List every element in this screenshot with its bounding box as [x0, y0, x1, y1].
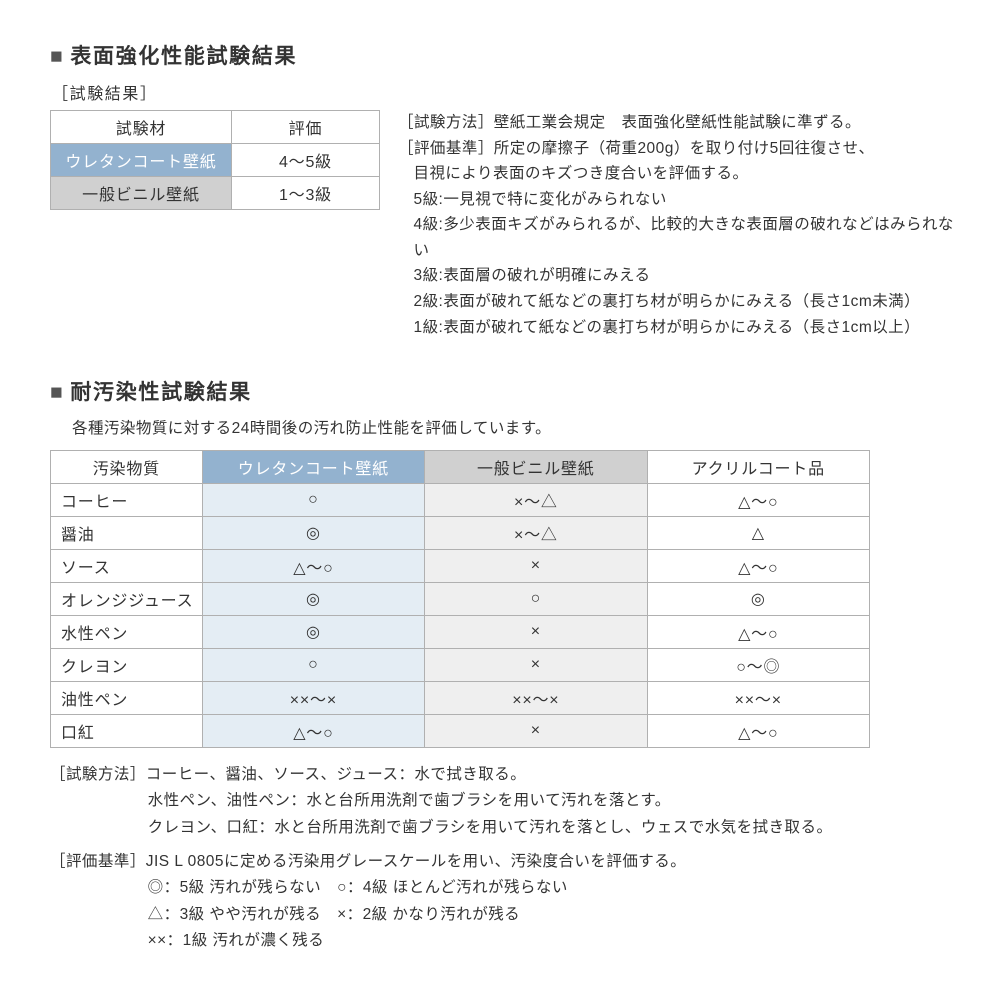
section2-title-text: 耐汚染性試験結果 [70, 381, 251, 404]
table-row: 油性ペン××〜×××〜×××〜× [51, 682, 870, 715]
square-bullet-icon: ■ [50, 381, 64, 404]
row-value: 1〜3級 [231, 177, 379, 210]
section1-title: ■ 表面強化性能試験結果 [50, 40, 960, 70]
cell-urethane: ○ [202, 649, 424, 682]
table-row: ウレタンコート壁紙 4〜5級 [51, 144, 380, 177]
row-label-vinyl: 一般ビニル壁紙 [51, 177, 232, 210]
section1-method-block: ［試験方法］壁紙工業会規定 表面強化壁紙性能試験に準ずる。 ［評価基準］所定の摩… [398, 110, 960, 340]
criteria-note-4: ××：1級 汚れが濃く残る [50, 928, 960, 954]
table-row: 口紅△〜○×△〜○ [51, 715, 870, 748]
row-label: 水性ペン [51, 616, 203, 649]
grade-5: 5級:一見視で特に変化がみられない [398, 187, 667, 213]
cell-urethane: △〜○ [202, 715, 424, 748]
cell-acrylic: ○〜◎ [647, 649, 869, 682]
cell-urethane: ××〜× [202, 682, 424, 715]
row-label: ソース [51, 550, 203, 583]
cell-acrylic: ××〜× [647, 682, 869, 715]
row-label: クレヨン [51, 649, 203, 682]
section2-subtitle: 各種汚染物質に対する24時間後の汚れ防止性能を評価しています。 [72, 416, 960, 438]
section1-title-text: 表面強化性能試験結果 [70, 45, 297, 68]
criteria-note-2: ◎：5級 汚れが残らない ○：4級 ほとんど汚れが残らない [50, 875, 960, 901]
section1-sub-label: ［試験結果］ [52, 80, 960, 104]
row-label: 油性ペン [51, 682, 203, 715]
col-header-urethane: ウレタンコート壁紙 [202, 451, 424, 484]
method-note-1: ［試験方法］コーヒー、醤油、ソース、ジュース：水で拭き取る。 [50, 762, 960, 788]
table-row: 一般ビニル壁紙 1〜3級 [51, 177, 380, 210]
table-header-row: 汚染物質 ウレタンコート壁紙 一般ビニル壁紙 アクリルコート品 [51, 451, 870, 484]
cell-vinyl: ×〜△ [425, 517, 647, 550]
row-label: コーヒー [51, 484, 203, 517]
table-row: クレヨン○×○〜◎ [51, 649, 870, 682]
grade-4: 4級:多少表面キズがみられるが、比較的大きな表面層の破れなどはみられない [398, 212, 960, 263]
section1-content-row: 試験材 評価 ウレタンコート壁紙 4〜5級 一般ビニル壁紙 1〜3級 ［試験方法… [50, 110, 960, 340]
cell-vinyl: ○ [425, 583, 647, 616]
method-note-3: クレヨン、口紅：水と台所用洗剤で歯ブラシを用いて汚れを落とし、ウェスで水気を拭き… [50, 815, 960, 841]
grade-3: 3級:表面層の破れが明確にみえる [398, 263, 650, 289]
table-row: ソース△〜○×△〜○ [51, 550, 870, 583]
cell-vinyl: ××〜× [425, 682, 647, 715]
cell-urethane: ◎ [202, 517, 424, 550]
col-header-acrylic: アクリルコート品 [647, 451, 869, 484]
row-label: 醤油 [51, 517, 203, 550]
col-header-material: 試験材 [51, 111, 232, 144]
cell-vinyl: × [425, 616, 647, 649]
table-row: コーヒー○×〜△△〜○ [51, 484, 870, 517]
cell-acrylic: △〜○ [647, 715, 869, 748]
table-header-row: 試験材 評価 [51, 111, 380, 144]
section2-notes: ［試験方法］コーヒー、醤油、ソース、ジュース：水で拭き取る。 水性ペン、油性ペン… [50, 762, 960, 954]
table-row: 醤油◎×〜△△ [51, 517, 870, 550]
cell-acrylic: △ [647, 517, 869, 550]
grade-1: 1級:表面が破れて紙などの裏打ち材が明らかにみえる（長さ1cm以上） [398, 315, 920, 341]
section2-title: ■ 耐汚染性試験結果 [50, 376, 960, 406]
row-label: 口紅 [51, 715, 203, 748]
col-header-substance: 汚染物質 [51, 451, 203, 484]
cell-vinyl: × [425, 715, 647, 748]
row-label: オレンジジュース [51, 583, 203, 616]
stain-test-table: 汚染物質 ウレタンコート壁紙 一般ビニル壁紙 アクリルコート品 コーヒー○×〜△… [50, 450, 870, 748]
criteria-note-1: ［評価基準］JIS L 0805に定める汚染用グレースケールを用い、汚染度合いを… [50, 849, 960, 875]
criteria-note-3: △：3級 やや汚れが残る ×：2級 かなり汚れが残る [50, 902, 960, 928]
row-label-urethane: ウレタンコート壁紙 [51, 144, 232, 177]
col-header-vinyl: 一般ビニル壁紙 [425, 451, 647, 484]
table-row: 水性ペン◎×△〜○ [51, 616, 870, 649]
col-header-eval: 評価 [231, 111, 379, 144]
section-surface-reinforcement: ■ 表面強化性能試験結果 ［試験結果］ 試験材 評価 ウレタンコート壁紙 4〜5級… [50, 40, 960, 340]
cell-vinyl: × [425, 649, 647, 682]
cell-acrylic: △〜○ [647, 550, 869, 583]
criteria-line: ［評価基準］所定の摩擦子（荷重200g）を取り付け5回往復させ、 [398, 136, 960, 162]
cell-urethane: △〜○ [202, 550, 424, 583]
cell-urethane: ◎ [202, 583, 424, 616]
cell-acrylic: △〜○ [647, 484, 869, 517]
cell-acrylic: △〜○ [647, 616, 869, 649]
criteria-line-cont: 目視により表面のキズつき度合いを評価する。 [398, 161, 748, 187]
cell-vinyl: × [425, 550, 647, 583]
surface-test-table: 試験材 評価 ウレタンコート壁紙 4〜5級 一般ビニル壁紙 1〜3級 [50, 110, 380, 210]
cell-urethane: ◎ [202, 616, 424, 649]
cell-vinyl: ×〜△ [425, 484, 647, 517]
cell-acrylic: ◎ [647, 583, 869, 616]
section-stain-resistance: ■ 耐汚染性試験結果 各種汚染物質に対する24時間後の汚れ防止性能を評価しています… [50, 376, 960, 954]
grade-2: 2級:表面が破れて紙などの裏打ち材が明らかにみえる（長さ1cm未満） [398, 289, 920, 315]
method-note-2: 水性ペン、油性ペン：水と台所用洗剤で歯ブラシを用いて汚れを落とす。 [50, 788, 960, 814]
square-bullet-icon: ■ [50, 45, 64, 68]
method-line: ［試験方法］壁紙工業会規定 表面強化壁紙性能試験に準ずる。 [398, 110, 960, 136]
cell-urethane: ○ [202, 484, 424, 517]
table-row: オレンジジュース◎○◎ [51, 583, 870, 616]
row-value: 4〜5級 [231, 144, 379, 177]
